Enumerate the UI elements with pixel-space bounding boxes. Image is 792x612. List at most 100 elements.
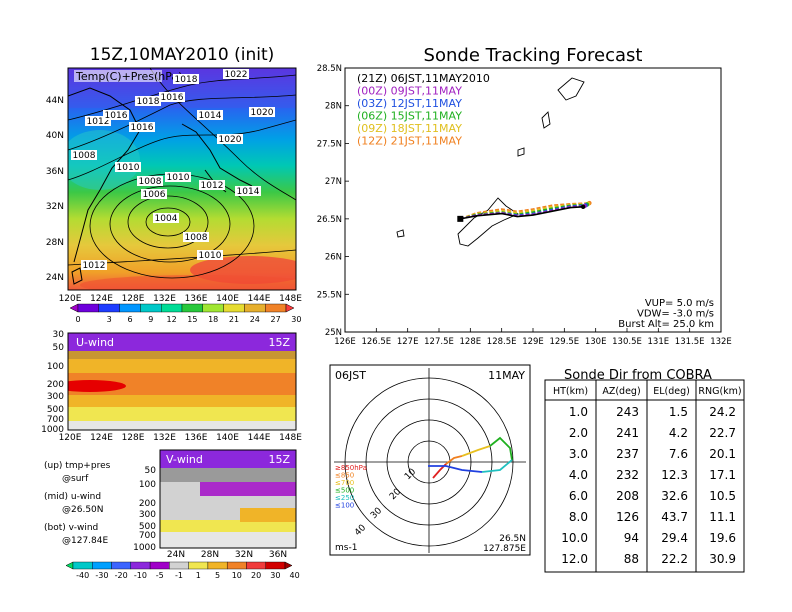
colorbar-arrow-low — [69, 303, 79, 313]
isobar-label: 1010 — [117, 163, 140, 173]
v-lat-tick: 32N — [235, 550, 253, 560]
track-lines — [457, 200, 592, 222]
colorbar-label: 21 — [229, 315, 239, 324]
y-tick-label: 27.5N — [317, 139, 342, 149]
colorbar-label: 9 — [148, 315, 153, 324]
x-tick-label: 126.5E — [361, 337, 391, 347]
isobar-label: 1012 — [83, 261, 106, 271]
wind-colorbar-label: -40 — [76, 571, 89, 580]
map-lon-ticks: 120E 124E 128E 132E 136E 140E 144E 148E — [59, 294, 303, 304]
y-tick-label: 25N — [325, 328, 342, 338]
pressure-legend-entry: ≤700 — [335, 479, 354, 487]
colorbar-segment — [265, 303, 287, 313]
v-lat-tick: 28N — [201, 550, 219, 560]
isobar-label-bg — [81, 260, 107, 270]
panel-legend: (up) tmp+pres @surf (mid) u-wind @26.50N (bo… — [44, 461, 111, 546]
wind-colorbar-segment — [169, 561, 189, 570]
x-tick-label: 127.5E — [424, 337, 454, 347]
panel-legend-line2: @26.50N — [62, 505, 104, 515]
u-pressure-tick: 300 — [47, 392, 64, 402]
v-wind-time: 15Z — [268, 453, 290, 466]
table-cell: 6.0 — [569, 489, 588, 503]
y-tick-label: 26.5N — [317, 215, 342, 225]
wind-colorbar-segment — [92, 561, 112, 570]
isobar-label: 1010 — [199, 251, 222, 261]
isobar-label-bg — [173, 74, 199, 84]
table-cell: 22.2 — [661, 552, 688, 566]
u-wind-frame — [67, 332, 297, 431]
polar-date: 11MAY — [488, 369, 525, 382]
wind-colorbar-segment — [72, 561, 93, 570]
table-cell: 32.6 — [661, 489, 688, 503]
isobar-label-bg — [183, 232, 209, 242]
y-tick-label: 26N — [325, 253, 342, 263]
track-param: VUP= 5.0 m/s — [645, 298, 714, 309]
panel-legend-line1: (up) tmp+pres — [44, 461, 111, 471]
u-pressure-tick: 700 — [47, 415, 64, 425]
u-wind-label: U-wind — [76, 336, 114, 349]
wind-colorbar-label: 5 — [215, 571, 220, 580]
table-cell: 94 — [624, 531, 639, 545]
table-cell: 29.4 — [661, 531, 688, 545]
colorbar-label: 15 — [187, 315, 197, 324]
colorbar-label: 6 — [127, 315, 132, 324]
colorbar-segment — [98, 303, 120, 313]
colorbar-segment — [119, 303, 141, 313]
isobar-label: 1010 — [167, 173, 190, 183]
track-legend: (21Z) 06JST,11MAY2010(00Z) 09JST,11MAY(0… — [357, 72, 490, 148]
wind-colorbar-label: -20 — [115, 571, 128, 580]
map-lat-tick: 28N — [46, 238, 64, 248]
temperature-colorbar: 0 3 6 9 12 15 18 21 24 27 30 — [69, 303, 301, 324]
isobar-label: 1018 — [137, 97, 160, 107]
isobar-label: 1014 — [199, 111, 222, 121]
table-cell: 4.0 — [569, 468, 588, 482]
wind-colorbar-segment — [246, 561, 266, 570]
isobar-label: 1016 — [105, 111, 128, 121]
table-header-cell: EL(deg) — [653, 386, 690, 397]
u-pressure-tick: 1000 — [41, 425, 64, 435]
isobar-label: 1014 — [237, 187, 260, 197]
sonde-direction-table: HT(km) AZ(deg) EL(deg) RNG(km) 1.0 243 1.5 24.2… — [544, 379, 745, 573]
panel-legend-line2: @surf — [62, 474, 89, 484]
isobar-label-bg — [197, 110, 223, 120]
isobar-labels: 1022102010121018101610161014102010081010… — [71, 69, 275, 271]
map-lon-tick: 144E — [248, 294, 271, 304]
colorbar-label: 18 — [208, 315, 218, 324]
table-cell: 17.1 — [709, 468, 736, 482]
table-cell: 1.0 — [569, 405, 588, 419]
map-lat-tick: 44N — [46, 96, 64, 106]
temperature-field — [68, 68, 296, 290]
map-lon-tick: 124E — [90, 294, 113, 304]
pressure-legend-entry: ≤500 — [335, 487, 354, 495]
table-header-cell: HT(km) — [553, 386, 588, 397]
table-header-cell: RNG(km) — [698, 386, 741, 397]
isobar-label: 1020 — [251, 108, 274, 118]
u-pressure-tick: 500 — [47, 405, 64, 415]
u-lon-tick: 136E — [185, 433, 208, 443]
map-label: Temp(C)+Pres(hPa) — [75, 70, 182, 83]
track-plot-frame — [344, 67, 722, 333]
track-series-line — [460, 202, 590, 220]
colorbar-segment — [77, 303, 99, 313]
v-pressure-tick: 500 — [139, 522, 156, 532]
table-cell: 12.0 — [561, 552, 588, 566]
isobar-label-bg — [223, 69, 249, 79]
colorbar-segment — [181, 303, 203, 313]
table-cell: 30.9 — [709, 552, 736, 566]
polar-pressure-legend: ≥850hPa≤850≤700≤500≤250≤100 — [335, 464, 367, 510]
table-cell: 243 — [616, 405, 639, 419]
wind-colorbar-segment — [111, 561, 132, 570]
u-lon-tick: 148E — [279, 433, 302, 443]
isobar-label: 1008 — [73, 151, 96, 161]
pressure-legend-entry: ≤100 — [335, 502, 354, 510]
colorbar-segment — [160, 303, 183, 313]
x-tick-label: 131E — [648, 337, 670, 347]
wind-colorbar: -40 -30 -20 -10 -5 -1 1 5 10 20 30 40 — [65, 561, 300, 580]
x-tick-label: 132E — [710, 337, 732, 347]
colorbar-segment — [140, 303, 162, 313]
u-lon-tick: 124E — [90, 433, 113, 443]
u-pressure-tick: 30 — [53, 330, 65, 340]
v-pressure-tick: 200 — [139, 499, 156, 509]
table-cell: 20.1 — [709, 447, 736, 461]
